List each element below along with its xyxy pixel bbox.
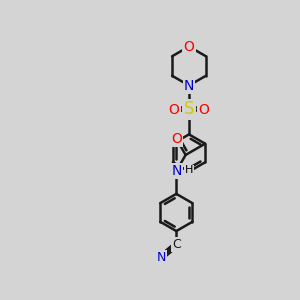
Text: O: O xyxy=(171,132,182,146)
Text: N: N xyxy=(184,79,194,92)
Text: O: O xyxy=(199,103,209,116)
Text: O: O xyxy=(169,103,179,116)
Text: N: N xyxy=(171,164,181,178)
Text: S: S xyxy=(184,100,194,118)
Text: N: N xyxy=(157,250,166,264)
Text: C: C xyxy=(172,238,181,251)
Text: H: H xyxy=(185,165,193,175)
Text: O: O xyxy=(184,40,194,53)
